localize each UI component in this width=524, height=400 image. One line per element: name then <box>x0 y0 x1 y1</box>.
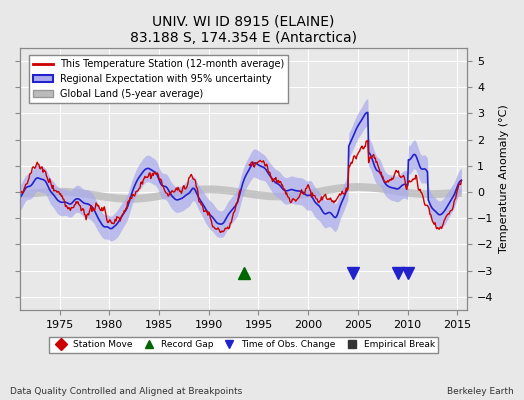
Legend: Station Move, Record Gap, Time of Obs. Change, Empirical Break: Station Move, Record Gap, Time of Obs. C… <box>49 336 438 353</box>
Title: UNIV. WI ID 8915 (ELAINE)
83.188 S, 174.354 E (Antarctica): UNIV. WI ID 8915 (ELAINE) 83.188 S, 174.… <box>130 15 357 45</box>
Y-axis label: Temperature Anomaly (°C): Temperature Anomaly (°C) <box>499 104 509 253</box>
Text: Berkeley Earth: Berkeley Earth <box>447 387 514 396</box>
Text: Data Quality Controlled and Aligned at Breakpoints: Data Quality Controlled and Aligned at B… <box>10 387 243 396</box>
